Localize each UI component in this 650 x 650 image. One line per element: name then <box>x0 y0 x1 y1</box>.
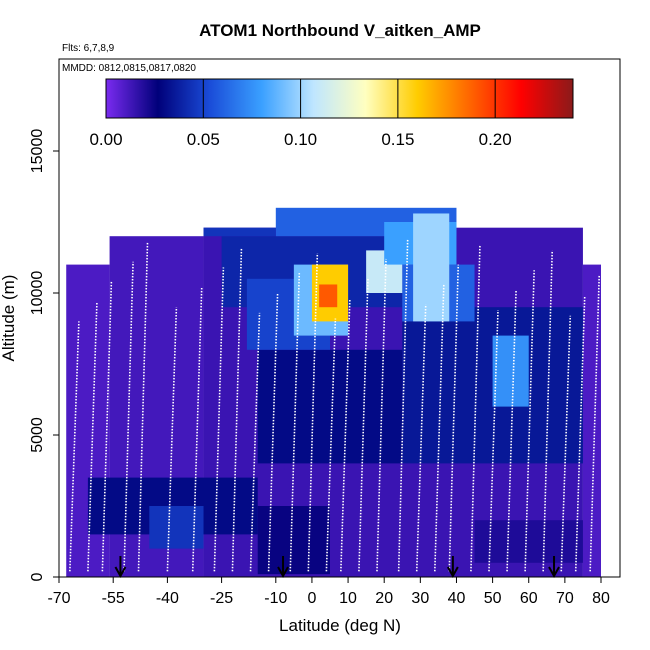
colorbar-tick-label-4: 0.20 <box>479 130 512 149</box>
flight-track-17 <box>397 239 409 572</box>
x-tick-label-12: 70 <box>556 590 574 607</box>
flight-track-14 <box>340 298 351 572</box>
x-tick-label-13: 80 <box>592 590 610 607</box>
flight-arrow-1 <box>277 556 289 579</box>
flight-track-3 <box>123 261 134 572</box>
x-tick-label-4: -10 <box>264 590 287 607</box>
x-tick-label-7: 20 <box>375 590 393 607</box>
colorbar-tick-label-1: 0.05 <box>187 130 220 149</box>
x-tick-label-10: 50 <box>484 590 502 607</box>
flight-track-13 <box>325 318 337 572</box>
flight-track-12 <box>307 253 319 572</box>
x-tick-label-8: 30 <box>411 590 429 607</box>
heatmap-cell-5 <box>149 506 204 549</box>
flight-track-4 <box>137 241 149 572</box>
y-tick-label-3: 15000 <box>29 129 46 174</box>
flight-track-5 <box>166 307 178 572</box>
x-tick-label-9: 40 <box>448 590 466 607</box>
y-axis-label: Altitude (m) <box>0 275 18 362</box>
flights-annotation: Flts: 6,7,8,9 <box>62 43 115 54</box>
x-tick-label-3: -25 <box>210 590 233 607</box>
flight-track-23 <box>506 290 517 572</box>
heatmap-cell-13 <box>319 284 338 308</box>
flight-arrow-3 <box>548 556 560 579</box>
flight-track-0 <box>69 321 80 572</box>
heatmap-cells <box>66 207 601 577</box>
flight-track-25 <box>542 250 554 572</box>
plot-frame <box>58 58 621 578</box>
x-tick-label-5: 0 <box>307 590 316 607</box>
x-tick-label-1: -55 <box>102 590 125 607</box>
x-tick-label-6: 10 <box>339 590 357 607</box>
flight-track-24 <box>524 270 535 572</box>
flight-track-27 <box>574 295 586 572</box>
colorbar-gradient <box>105 78 574 119</box>
flight-track-7 <box>213 267 225 572</box>
y-tick-label-1: 5000 <box>29 417 46 453</box>
x-axis: -70 -55 -40 -25 -10 0 10 20 30 40 50 60 70 80 <box>47 577 610 607</box>
flight-arrows <box>114 556 560 579</box>
heatmap-cell-18 <box>492 335 529 407</box>
flight-track-16 <box>376 258 387 572</box>
y-tick-label-0: 0 <box>29 572 46 581</box>
chart-title: ATOM1 Northbound V_aitken_AMP <box>199 21 481 40</box>
colorbar-tick-label-2: 0.10 <box>284 130 317 149</box>
flight-track-21 <box>470 244 481 572</box>
x-tick-label-0: -70 <box>47 590 70 607</box>
flight-track-15 <box>358 278 369 572</box>
flight-track-9 <box>249 312 261 572</box>
mmdd-annotation: MMDD: 0812,0815,0817,0820 <box>62 63 196 74</box>
flight-track-26 <box>560 315 572 572</box>
flight-track-10 <box>267 292 279 572</box>
x-tick-label-11: 60 <box>520 590 538 607</box>
heatmap-cell-19 <box>203 227 276 237</box>
colorbar-tick-label-3: 0.15 <box>381 130 414 149</box>
colorbar: 0.00 0.05 0.10 0.15 0.20 <box>89 78 574 149</box>
flight-track-18 <box>415 304 427 572</box>
x-tick-label-2: -40 <box>156 590 179 607</box>
colorbar-tick-label-0: 0.00 <box>89 130 122 149</box>
flight-track-28 <box>589 275 600 572</box>
flight-track-6 <box>191 287 203 572</box>
flight-arrow-2 <box>446 556 459 579</box>
heatmap-cell-21 <box>474 520 583 563</box>
y-tick-label-2: 10000 <box>29 271 46 316</box>
heatmap-cell-17 <box>413 213 450 322</box>
flight-arrow-0 <box>114 556 127 579</box>
y-axis: 0 5000 10000 15000 <box>29 129 59 581</box>
flight-track-2 <box>101 281 113 572</box>
flight-tracks <box>69 239 600 572</box>
heatmap-cell-6 <box>257 349 403 464</box>
x-axis-label: Latitude (deg N) <box>279 616 401 635</box>
heatmap-cell-3 <box>582 264 601 577</box>
flight-track-20 <box>448 264 460 572</box>
